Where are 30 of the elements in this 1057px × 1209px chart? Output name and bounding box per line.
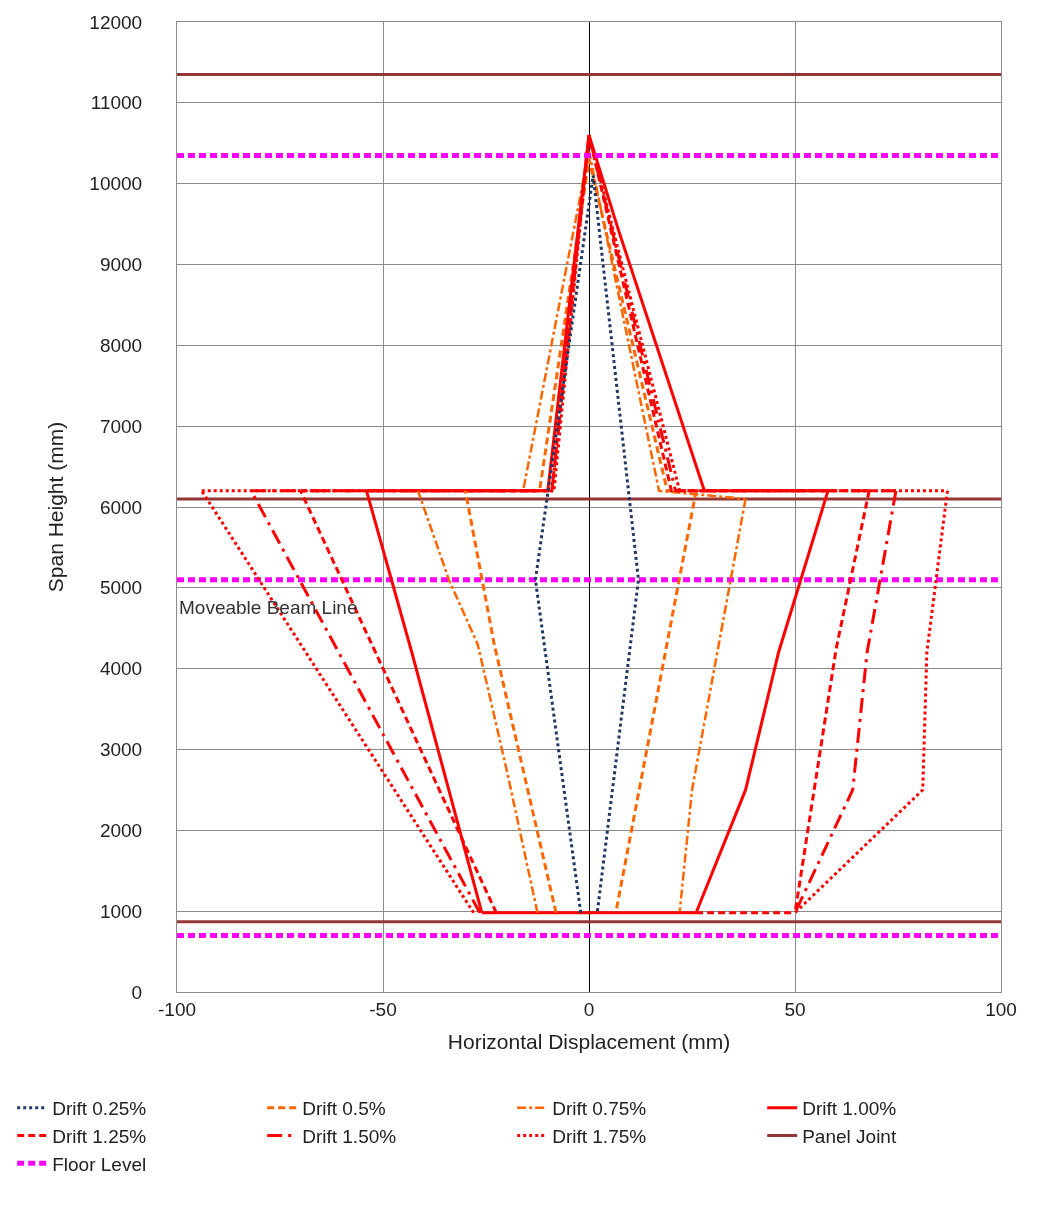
- legend-label: Drift 0.5%: [302, 1098, 386, 1120]
- y-tick-label: 2000: [99, 819, 143, 841]
- legend-label: Drift 1.75%: [552, 1125, 647, 1147]
- y-tick-label: 8000: [99, 334, 143, 356]
- x-tick-label: 50: [784, 998, 806, 1020]
- legend-label: Panel Joint: [802, 1125, 897, 1147]
- y-axis-title: Span Height (mm): [43, 421, 67, 593]
- y-tick-label: 6000: [99, 496, 143, 518]
- y-tick-label: 1000: [99, 900, 143, 922]
- y-tick-label: 5000: [99, 577, 143, 599]
- x-tick-label: -50: [369, 998, 397, 1020]
- x-tick-label: 0: [583, 998, 595, 1020]
- x-tick-label: 100: [985, 998, 1017, 1020]
- y-tick-label: 7000: [99, 415, 143, 437]
- y-tick-label: 9000: [99, 254, 143, 276]
- y-tick-label: 12000: [89, 11, 143, 33]
- legend-label: Drift 0.25%: [52, 1098, 147, 1120]
- legend-label: Drift 1.00%: [802, 1098, 897, 1120]
- y-tick-label: 3000: [99, 739, 143, 761]
- annotation: Moveable Beam Line: [179, 597, 358, 618]
- x-tick-label: -100: [157, 998, 197, 1020]
- y-tick-label: 10000: [89, 173, 143, 195]
- y-tick-label: 11000: [90, 92, 143, 114]
- legend-label: Floor Level: [52, 1153, 147, 1175]
- legend-label: Drift 1.50%: [302, 1125, 397, 1147]
- legend-label: Drift 1.25%: [52, 1125, 147, 1147]
- legend-label: Drift 0.75%: [552, 1098, 647, 1120]
- y-tick-label: 4000: [99, 658, 143, 680]
- y-tick-label: 0: [131, 981, 143, 1003]
- x-axis-title: Horizontal Displacement (mm): [447, 1030, 731, 1053]
